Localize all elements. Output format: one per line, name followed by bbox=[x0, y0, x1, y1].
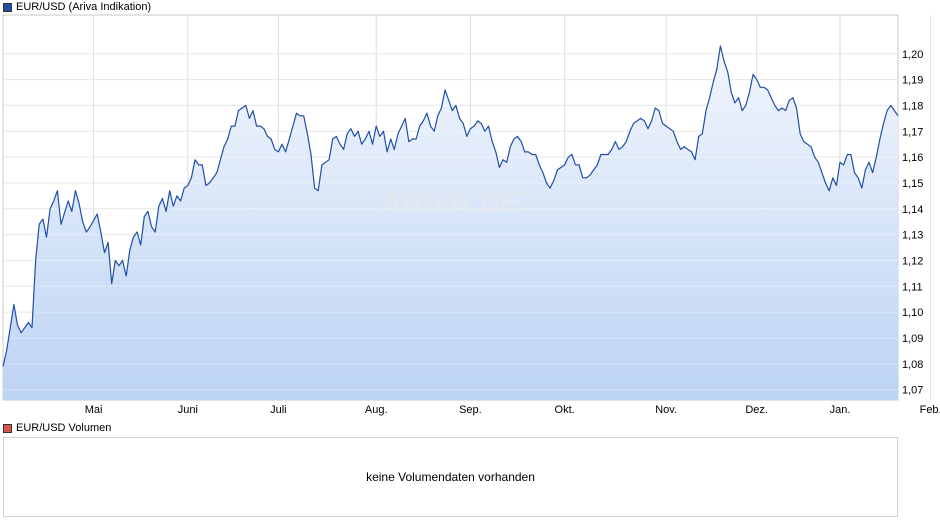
volume-empty-message: keine Volumendaten vorhanden bbox=[366, 470, 535, 484]
price-chart: ARIVA.DE Mai Juni Juli Aug. Sep. Okt. Nov. Dez.… bbox=[2, 14, 940, 416]
x-axis-labels: MaiJuniJuliAug.Sep.Okt.Nov.Dez.Jan.Feb.M… bbox=[85, 404, 940, 416]
y-tick-label: 1,18 bbox=[902, 100, 923, 112]
y-tick-label: 1,11 bbox=[902, 281, 923, 293]
y-tick-label: 1,07 bbox=[902, 385, 923, 397]
watermark: ARIVA.DE bbox=[378, 186, 521, 219]
volume-legend-label: EUR/USD Volumen bbox=[16, 422, 112, 434]
y-tick-label: 1,12 bbox=[902, 255, 923, 267]
x-tick-label: Mai bbox=[85, 404, 103, 416]
volume-legend: EUR/USD Volumen bbox=[3, 421, 111, 435]
x-tick-label: Nov. bbox=[655, 404, 677, 416]
y-tick-label: 1,08 bbox=[902, 359, 923, 371]
price-legend-label: EUR/USD (Ariva Indikation) bbox=[16, 1, 152, 13]
y-tick-label: 1,09 bbox=[902, 333, 923, 345]
x-tick-label: Aug. bbox=[365, 404, 388, 416]
x-tick-label: Feb. bbox=[920, 404, 940, 416]
x-tick-label: Jan. bbox=[830, 404, 851, 416]
y-tick-label: 1,13 bbox=[902, 230, 923, 242]
y-tick-label: 1,15 bbox=[902, 178, 923, 190]
x-tick-label: Juni bbox=[178, 404, 198, 416]
x-tick-label: Juli bbox=[270, 404, 287, 416]
y-tick-label: 1,19 bbox=[902, 75, 923, 87]
y-tick-label: 1,20 bbox=[902, 49, 923, 61]
x-tick-label: Sep. bbox=[459, 404, 482, 416]
price-legend: EUR/USD (Ariva Indikation) bbox=[3, 0, 151, 14]
price-legend-swatch bbox=[3, 2, 12, 12]
y-tick-label: 1,14 bbox=[902, 204, 923, 216]
price-line bbox=[2, 45, 899, 367]
x-tick-label: Okt. bbox=[555, 404, 575, 416]
volume-legend-swatch bbox=[3, 423, 12, 433]
horizontal-gridlines-overlay bbox=[3, 53, 898, 391]
y-tick-label: 1,16 bbox=[902, 152, 923, 164]
volume-panel: keine Volumendaten vorhanden bbox=[3, 437, 898, 517]
y-tick-label: 1,17 bbox=[902, 126, 923, 138]
x-tick-label: Dez. bbox=[745, 404, 768, 416]
y-axis-labels: 1,07 1,08 1,09 1,10 1,11 1,12 1,13 1,14 1,15 1,16… bbox=[902, 49, 923, 397]
y-tick-label: 1,10 bbox=[902, 307, 923, 319]
